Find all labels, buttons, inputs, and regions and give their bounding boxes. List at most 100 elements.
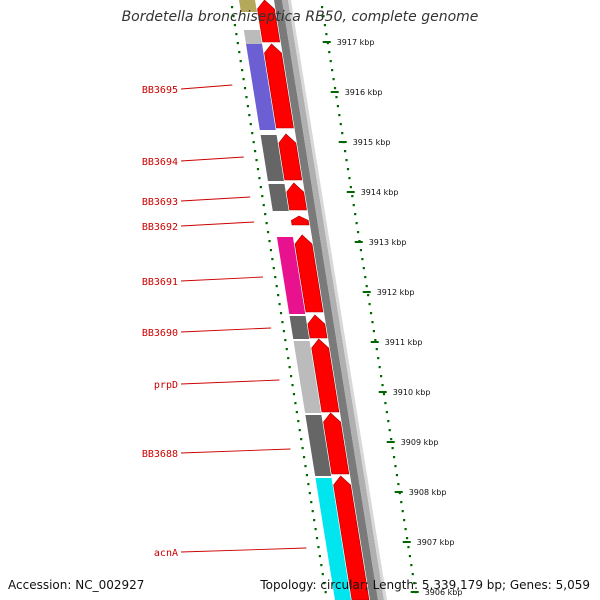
ruler-dot [384,402,387,405]
ruler-dot [355,222,358,225]
gene-label: BB3694 [142,157,178,168]
ruler-dot [331,69,334,72]
inner-ruler-dot [264,213,267,216]
inner-ruler-dot [320,564,323,567]
inner-ruler-dot [268,240,271,243]
gene-label-leader [180,327,272,333]
inner-ruler-dot [308,492,311,495]
gene-arrow [294,234,324,313]
ruler-dot [395,474,399,477]
inner-ruler-dot [269,249,273,252]
inner-ruler-dot [241,69,244,72]
inner-ruler-dot [323,582,326,585]
inner-ruler-dot [278,303,281,306]
gene-arrow [257,0,281,43]
gene-arrow [311,338,340,413]
ruler-dot [382,393,386,396]
ruler-label: 3911 kbp [385,338,423,347]
gene-label-leader [180,156,244,162]
ruler-dot [374,339,377,342]
inner-ruler-dot [321,573,324,576]
ruler-dot [391,447,394,450]
inner-ruler-dot [239,60,242,63]
inner-ruler-dot [298,429,301,432]
ruler-label: 3914 kbp [361,188,399,197]
gene-arrow [323,412,350,475]
inner-ruler-dot [318,555,321,558]
ruler-dot [349,186,352,189]
inner-ruler-dot [272,267,275,270]
inner-ruler-dot [254,150,257,153]
ruler-dot [323,24,327,27]
inner-ruler-dot [236,42,239,45]
ruler-dot [408,555,411,558]
ruler-label: 3908 kbp [409,488,447,497]
backbone-band [288,0,387,600]
inner-ruler-dot [302,456,306,459]
inner-ruler-dot [317,546,320,549]
gene-label-leader [180,379,280,385]
gene-label: acnA [154,548,178,559]
inner-ruler-dot [265,222,268,225]
inner-ruler-dot [252,141,255,144]
gene-arrow [307,314,328,339]
inner-ruler-dot [275,285,278,288]
ruler-dot [325,33,328,36]
ruler-dot [345,159,348,162]
inner-ruler-dot [284,339,287,342]
inner-ruler-dot [235,33,238,36]
inner-ruler-dot [291,384,294,387]
gene-label-leader [180,276,263,282]
ruler-label: 3912 kbp [377,288,415,297]
ruler-dot [365,285,368,288]
gene-label-leader [180,221,255,227]
ruler-dot [320,6,324,9]
ruler-dot [378,366,381,369]
gene-arrow [278,133,303,181]
ruler-dot [390,438,393,441]
inner-ruler-dot [307,483,310,486]
inner-ruler-dot [313,519,316,522]
cog-block [315,478,351,600]
inner-ruler-dot [304,465,307,468]
inner-ruler-dot [287,357,290,360]
ruler-dot [380,375,383,378]
inner-ruler-dot [314,528,317,531]
inner-ruler-dot [297,420,300,423]
ruler-dot [359,249,363,252]
inner-ruler-dot [315,537,319,540]
inner-ruler-dot [285,348,288,351]
inner-ruler-dot [230,6,234,9]
gene-label: BB3691 [142,277,178,288]
map-title: Bordetella bronchiseptica RB50, complete… [121,9,479,25]
inner-ruler-dot [255,159,258,162]
ruler-dot [405,537,409,540]
inner-ruler-dot [259,186,262,189]
ruler-dot [368,303,371,306]
ruler-dot [407,546,410,549]
inner-ruler-dot [274,276,277,279]
inner-ruler-dot [301,447,304,450]
ruler-label: 3907 kbp [417,538,455,547]
gene-label: BB3692 [142,222,178,233]
inner-ruler-dot [248,114,251,117]
inner-ruler-dot [232,15,235,18]
ruler-dot [392,456,396,459]
ruler-dot [375,348,378,351]
ruler-label: 3910 kbp [393,388,431,397]
inner-ruler-dot [256,168,260,171]
ruler-label: 3917 kbp [337,38,375,47]
ruler-dot [329,60,332,63]
ruler-dot [385,411,388,414]
ruler-dot [333,87,337,90]
ruler-dot [410,564,413,567]
ruler-dot [338,114,341,117]
cog-block [260,135,284,181]
ruler-dot [394,465,397,468]
ruler-dot [397,483,400,486]
inner-ruler-dot [279,312,283,315]
ruler-dot [401,510,404,513]
ruler-dot [411,573,414,576]
inner-ruler-dot [246,105,249,108]
